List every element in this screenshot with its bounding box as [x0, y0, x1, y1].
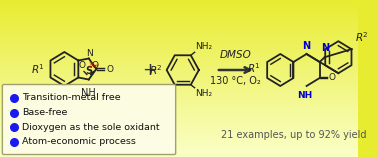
- Text: 21 examples, up to 92% yield: 21 examples, up to 92% yield: [221, 130, 366, 140]
- Text: N: N: [86, 49, 93, 57]
- Text: +: +: [142, 61, 157, 79]
- Text: Dioxygen as the sole oxidant: Dioxygen as the sole oxidant: [22, 122, 160, 132]
- Text: $R^1$: $R^1$: [31, 62, 45, 76]
- Text: NH₂: NH₂: [195, 89, 213, 98]
- Text: O: O: [328, 73, 335, 82]
- Text: NH: NH: [81, 87, 96, 97]
- Text: $R^1$: $R^1$: [247, 61, 261, 75]
- Text: $R^2$: $R^2$: [355, 31, 369, 44]
- Text: DMSO: DMSO: [220, 50, 252, 60]
- FancyBboxPatch shape: [2, 84, 176, 154]
- Text: O: O: [92, 62, 99, 70]
- Text: NH₂: NH₂: [195, 42, 213, 51]
- Text: Transition-metal free: Transition-metal free: [22, 94, 121, 103]
- Text: $R^2$: $R^2$: [149, 63, 163, 77]
- Text: O: O: [107, 65, 114, 73]
- Text: ✂: ✂: [86, 60, 99, 75]
- Text: Atom-economic process: Atom-economic process: [22, 137, 136, 146]
- Text: NH: NH: [297, 91, 312, 100]
- Text: S: S: [85, 67, 92, 76]
- Text: Base-free: Base-free: [22, 108, 67, 117]
- Text: O: O: [79, 62, 86, 70]
- Text: N: N: [322, 43, 330, 53]
- Text: N: N: [302, 41, 311, 51]
- Text: 130 °C, O₂: 130 °C, O₂: [211, 76, 261, 86]
